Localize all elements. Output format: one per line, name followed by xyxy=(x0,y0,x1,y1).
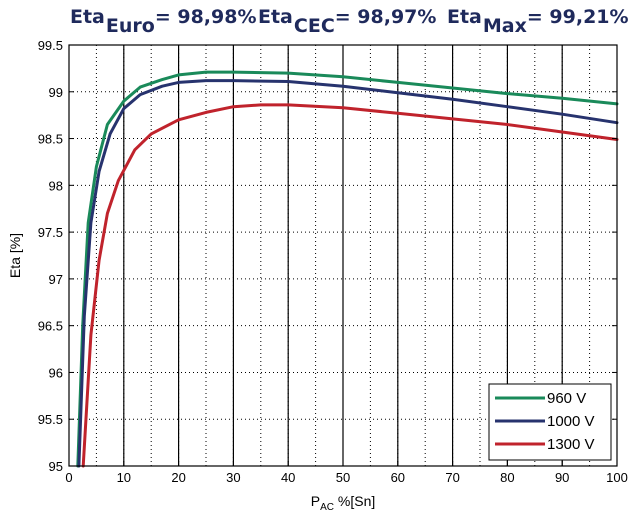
x-tick-label: 0 xyxy=(65,470,72,485)
eta-cec-label: Eta xyxy=(258,6,293,28)
series-line-1300v xyxy=(81,103,619,468)
y-axis-label: Eta [%] xyxy=(7,233,23,278)
eta-cec-heading: EtaCEC= 98,97% xyxy=(258,6,437,37)
x-tick-label: 40 xyxy=(281,470,295,485)
y-tick-label: 98 xyxy=(49,178,63,193)
x-tick-label: 60 xyxy=(391,470,405,485)
legend: 960 V 1000 V 1300 V xyxy=(488,383,612,461)
y-tick-label: 96 xyxy=(49,365,63,380)
eta-euro-value: = 98,98% xyxy=(154,6,257,28)
y-tick-label: 95.5 xyxy=(38,412,63,427)
eta-max-label: Eta xyxy=(447,6,482,28)
legend-label: 1000 V xyxy=(547,413,595,430)
efficiency-header: EtaEuro= 98,98% EtaCEC= 98,97% EtaMax= 9… xyxy=(0,0,630,44)
eta-euro-heading: EtaEuro= 98,98% xyxy=(70,6,257,37)
x-tick-label: 10 xyxy=(117,470,131,485)
y-tick-label: 99 xyxy=(49,85,63,100)
eta-euro-label: Eta xyxy=(70,6,105,28)
eta-cec-subscript: CEC xyxy=(293,15,335,37)
eta-max-value: = 99,21% xyxy=(526,6,629,28)
x-axis-label: PAC %[Sn] xyxy=(311,493,376,513)
legend-label: 1300 V xyxy=(547,436,595,453)
x-tick-label: 70 xyxy=(445,470,459,485)
eta-euro-subscript: Euro xyxy=(105,15,155,37)
x-tick-label: 30 xyxy=(226,470,240,485)
x-tick-label: 90 xyxy=(555,470,569,485)
y-tick-label: 98.5 xyxy=(38,132,63,147)
y-tick-label: 99.5 xyxy=(38,38,63,53)
y-tick-label: 97 xyxy=(49,272,63,287)
eta-max-subscript: Max xyxy=(482,15,527,37)
eta-max-heading: EtaMax= 99,21% xyxy=(447,6,629,37)
x-tick-label: 80 xyxy=(500,470,514,485)
y-tick-label: 95 xyxy=(49,459,63,474)
legend-label: 960 V xyxy=(547,390,586,407)
series-line-960v xyxy=(76,70,619,468)
y-tick-label: 97.5 xyxy=(38,225,63,240)
x-tick-label: 20 xyxy=(171,470,185,485)
x-tick-label: 50 xyxy=(336,470,350,485)
eta-cec-value: = 98,97% xyxy=(334,6,437,28)
series-line-1000v xyxy=(77,79,619,468)
x-tick-label: 100 xyxy=(606,470,628,485)
y-tick-label: 96.5 xyxy=(38,319,63,334)
